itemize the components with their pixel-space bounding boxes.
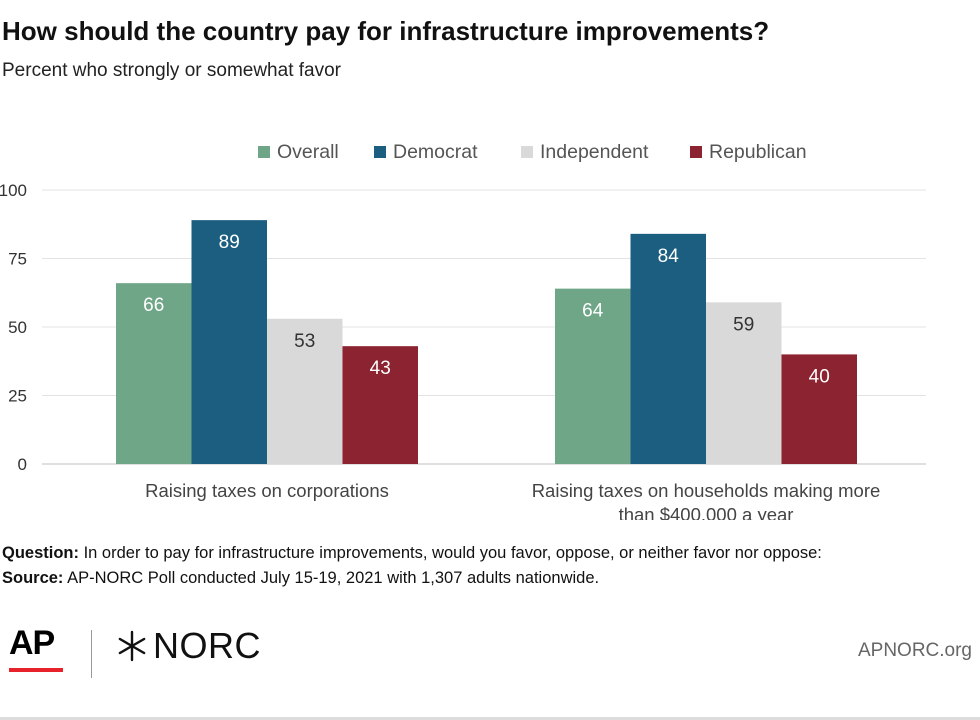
x-tick-label: Raising taxes on corporations xyxy=(145,480,389,501)
question-label: Question: xyxy=(2,544,79,562)
ap-logo-underline xyxy=(9,668,63,672)
x-tick-label: than $400,000 a year xyxy=(619,504,794,520)
website-link[interactable]: APNORC.org xyxy=(857,640,972,661)
logo-divider xyxy=(91,630,92,678)
chart-subtitle: Percent who strongly or somewhat favor xyxy=(2,60,341,81)
data-label: 64 xyxy=(582,301,604,322)
data-label: 89 xyxy=(219,232,240,253)
bar-chart: 0 25 50 75 100 Overall Democrat Independent Repu… xyxy=(0,141,926,520)
bar xyxy=(630,233,706,464)
bar xyxy=(781,354,857,464)
y-tick-label: 25 xyxy=(8,387,27,406)
bar xyxy=(706,302,782,464)
asterisk-icon xyxy=(118,630,146,662)
question-note: Question: In order to pay for infrastruc… xyxy=(2,544,822,563)
legend-swatch xyxy=(690,146,702,158)
ap-logo-text: AP xyxy=(9,624,55,662)
data-label: 43 xyxy=(370,358,391,379)
data-label: 84 xyxy=(658,246,680,267)
norc-logo-text: NORC xyxy=(153,625,261,666)
x-tick-label: Raising taxes on households making more xyxy=(532,480,881,501)
data-label: 53 xyxy=(294,331,315,352)
legend-label: Democrat xyxy=(393,141,478,163)
source-label: Source: xyxy=(2,569,64,587)
legend-swatch xyxy=(521,146,533,158)
chart-title: How should the country pay for infrastru… xyxy=(2,16,770,46)
bar xyxy=(267,318,343,464)
question-text: In order to pay for infrastructure impro… xyxy=(79,544,822,562)
legend-swatch xyxy=(258,146,270,158)
legend-label: Republican xyxy=(709,141,807,163)
bottom-divider xyxy=(0,717,980,720)
legend-label: Independent xyxy=(540,141,649,163)
data-label: 59 xyxy=(733,314,754,335)
source-text: AP-NORC Poll conducted July 15-19, 2021 … xyxy=(63,569,600,587)
source-note: Source: AP-NORC Poll conducted July 15-1… xyxy=(2,569,599,588)
y-tick-label: 50 xyxy=(8,318,27,337)
y-tick-label: 100 xyxy=(0,181,27,200)
bar xyxy=(555,288,631,464)
y-tick-label: 75 xyxy=(8,250,27,269)
data-label: 66 xyxy=(143,295,164,316)
legend-swatch xyxy=(374,146,386,158)
data-label: 40 xyxy=(809,366,830,387)
ap-logo: AP xyxy=(9,624,63,672)
bar xyxy=(191,220,267,464)
legend-label: Overall xyxy=(277,141,339,163)
y-tick-label: 0 xyxy=(18,455,27,474)
bar xyxy=(342,346,418,464)
norc-logo: NORC xyxy=(115,624,261,668)
bar xyxy=(116,283,192,464)
